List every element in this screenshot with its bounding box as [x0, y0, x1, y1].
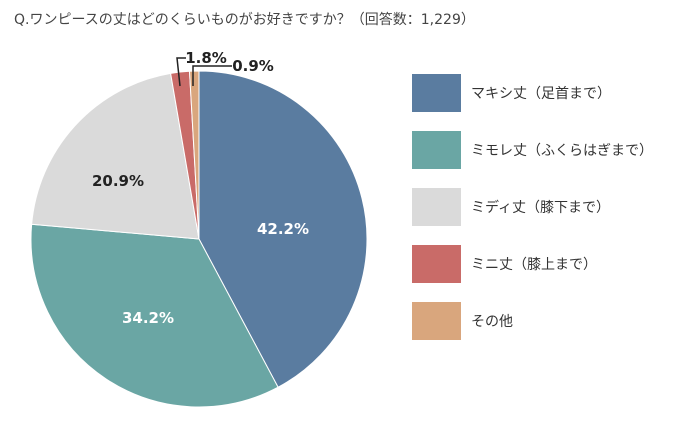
- legend-item: その他: [412, 302, 653, 340]
- legend-label: マキシ丈（足首まで）: [471, 86, 611, 102]
- legend-label: ミニ丈（膝上まで）: [471, 257, 597, 273]
- data-label-2: 20.9%: [92, 172, 144, 190]
- data-label-0: 42.2%: [257, 220, 309, 238]
- legend-label: ミディ丈（膝下まで）: [471, 200, 611, 216]
- legend-label: その他: [471, 314, 513, 330]
- leader-line-mini: [176, 57, 186, 87]
- leader-line-other: [192, 65, 232, 86]
- legend-item: マキシ丈（足首まで）: [412, 74, 653, 112]
- data-label-4: 0.9%: [232, 57, 274, 75]
- legend-label: ミモレ丈（ふくらはぎまで）: [471, 143, 653, 159]
- legend-swatch: [412, 131, 461, 169]
- legend: マキシ丈（足首まで） ミモレ丈（ふくらはぎまで） ミディ丈（膝下まで） ミニ丈（膝上ま…: [412, 74, 653, 359]
- pie-slice-2: [31, 72, 200, 240]
- pie-slice-4: [188, 70, 200, 240]
- legend-swatch: [412, 302, 461, 340]
- pie-slice-1: [30, 223, 279, 408]
- legend-swatch: [412, 74, 461, 112]
- legend-item: ミニ丈（膝上まで）: [412, 245, 653, 283]
- legend-item: ミモレ丈（ふくらはぎまで）: [412, 131, 653, 169]
- legend-item: ミディ丈（膝下まで）: [412, 188, 653, 226]
- chart-title: Q.ワンピースの丈はどのくらいものがお好きですか？（回答数：1,229）: [14, 12, 475, 28]
- data-label-3: 1.8%: [185, 49, 227, 67]
- legend-swatch: [412, 188, 461, 226]
- data-label-1: 34.2%: [122, 309, 174, 327]
- legend-swatch: [412, 245, 461, 283]
- pie-slice-0: [198, 70, 368, 388]
